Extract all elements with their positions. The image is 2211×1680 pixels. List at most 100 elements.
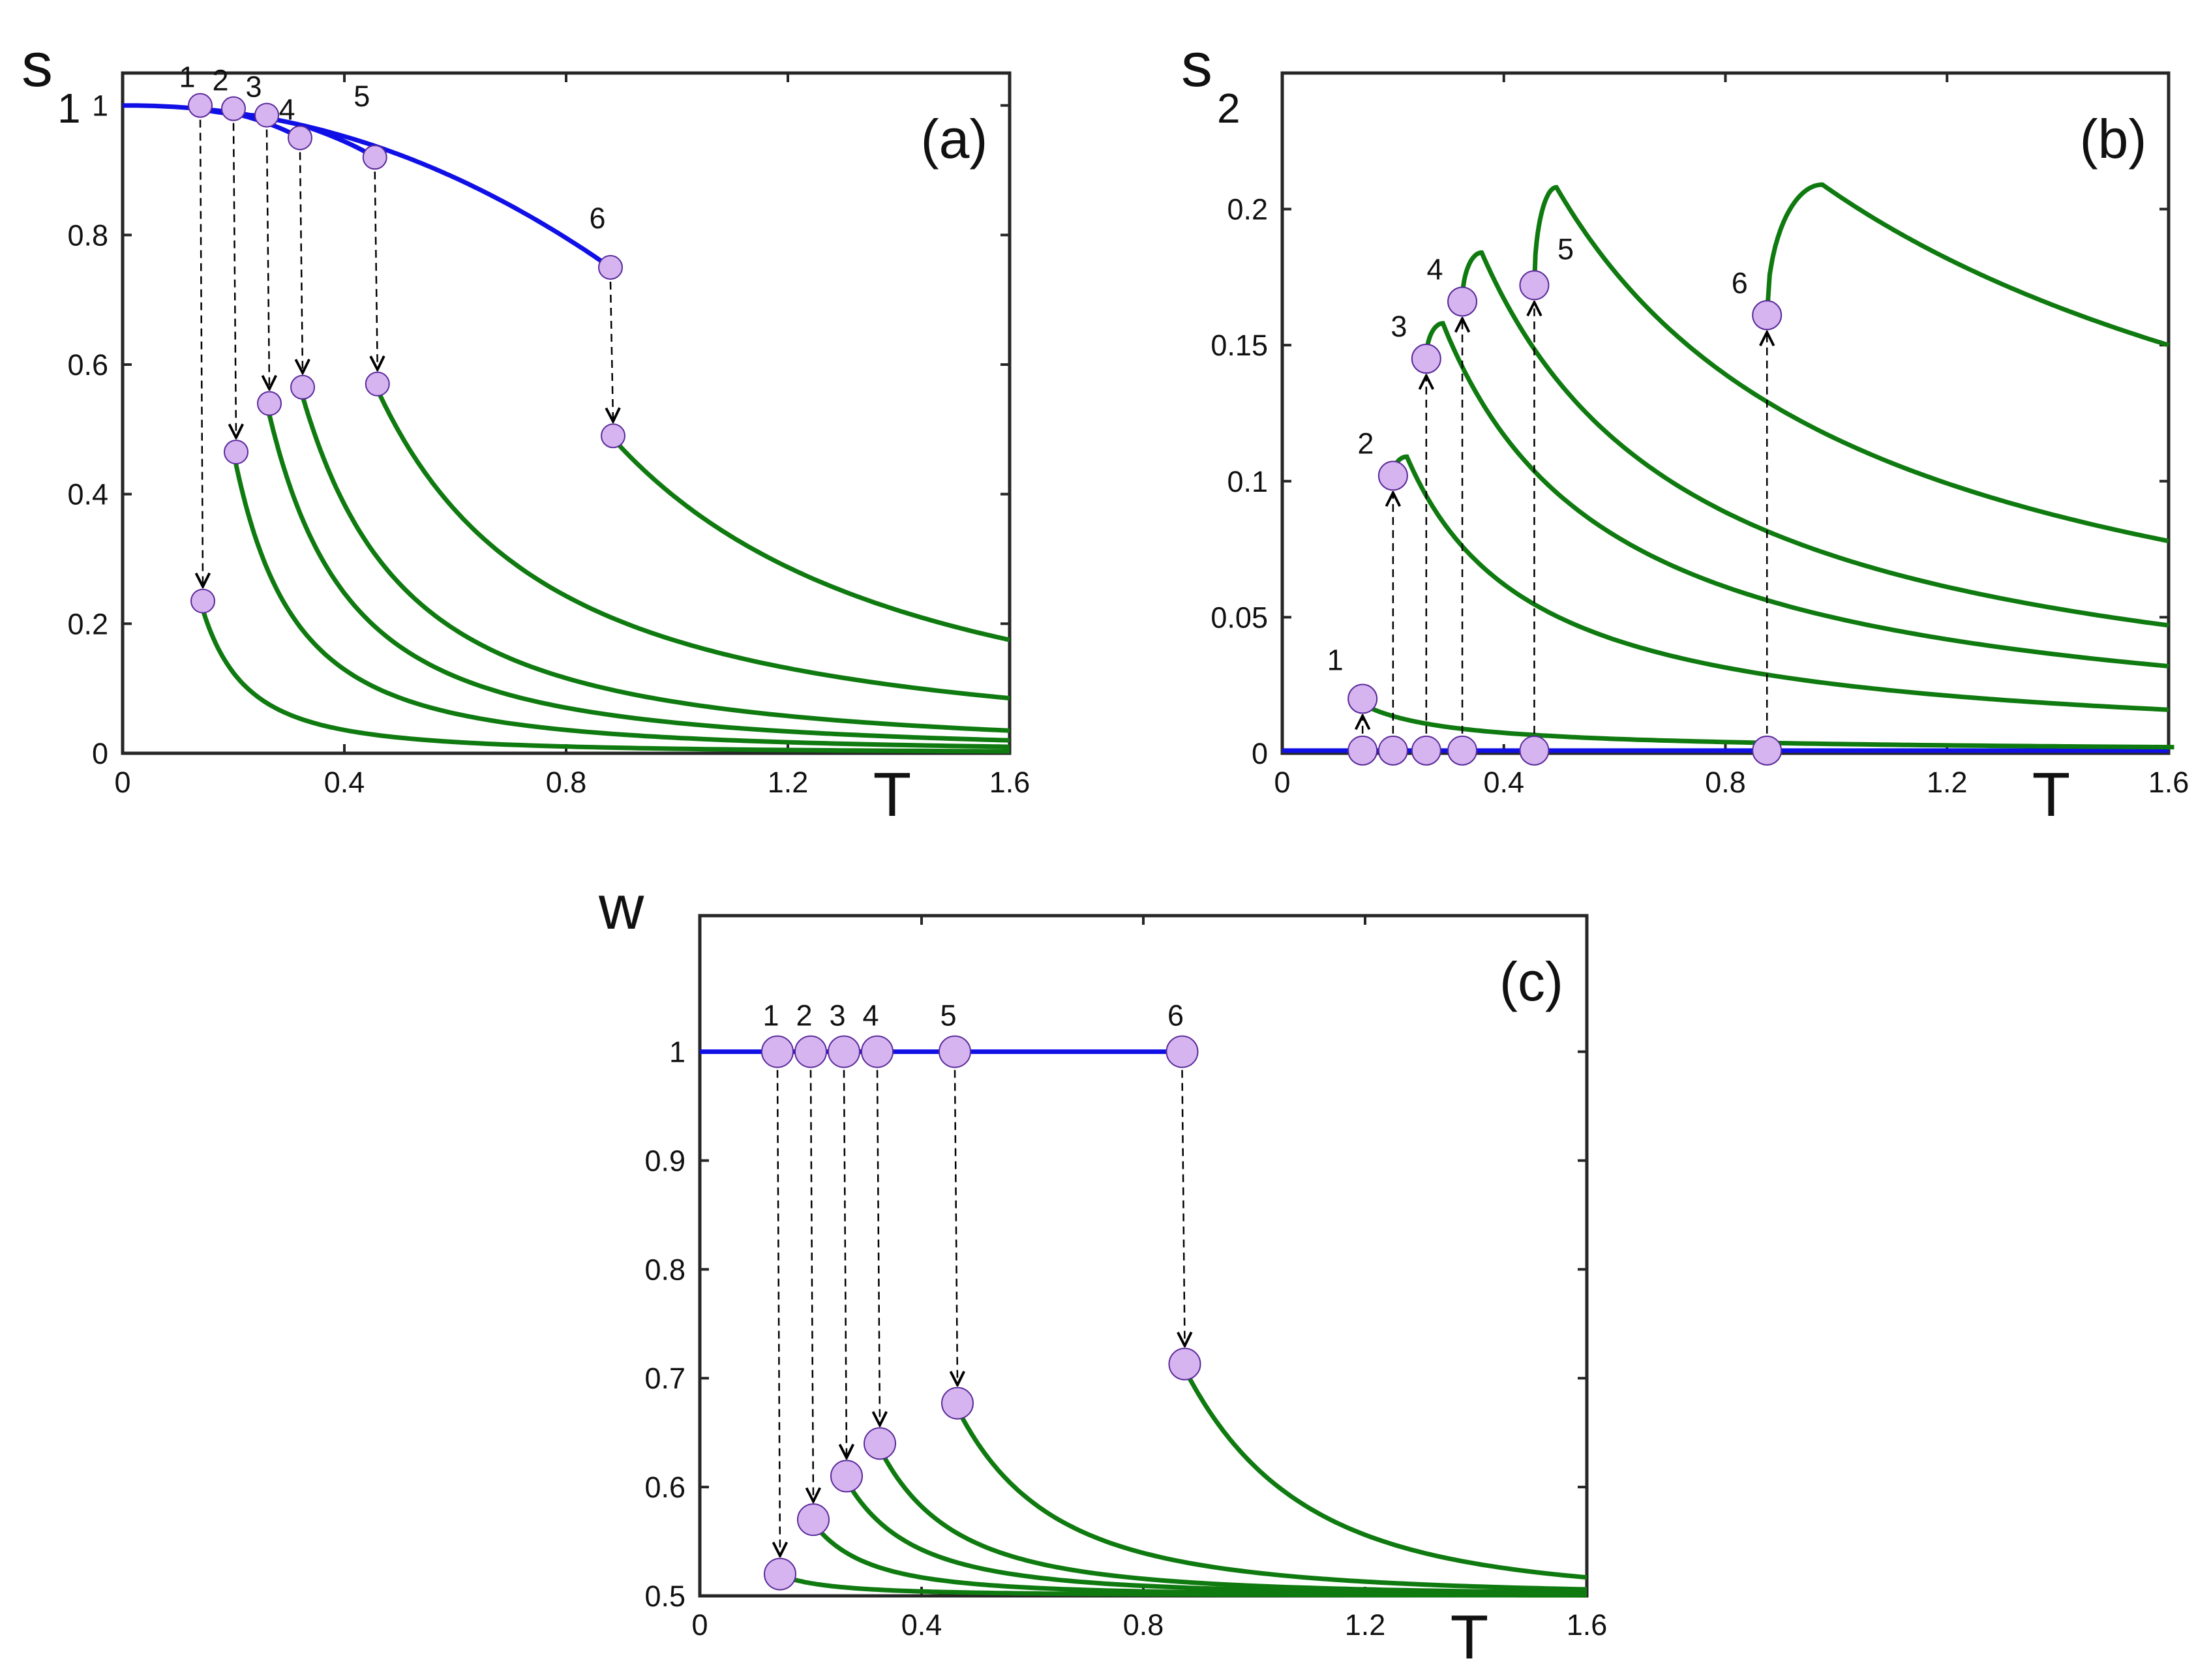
lower-branch-line	[231, 451, 1010, 749]
point-label: 4	[278, 93, 295, 126]
lower-point-marker	[830, 1460, 863, 1493]
lower-branch-line	[264, 402, 1010, 743]
point-label: 4	[862, 999, 879, 1032]
point-label: 5	[940, 999, 956, 1032]
x-axis-label: T	[2032, 760, 2071, 830]
y-tick-label: 0	[92, 737, 108, 770]
lower-point-marker	[601, 423, 625, 449]
upper-branch-line	[1424, 321, 2169, 668]
axes-frame	[121, 71, 1012, 755]
jump-point-marker	[1447, 286, 1478, 317]
upper-branch-line	[1764, 182, 2170, 348]
upper-point-marker	[939, 1035, 971, 1068]
y-tick-label: 1	[92, 89, 108, 123]
lower-point-marker	[797, 1503, 830, 1537]
x-tick-label: 1.6	[2148, 766, 2189, 799]
point-label: 6	[1732, 266, 1748, 299]
y-tick-label: 0.5	[644, 1580, 685, 1613]
upper-branch-line	[123, 103, 612, 269]
lower-point-marker	[190, 588, 215, 614]
point-label: 3	[1391, 310, 1407, 343]
x-tick-label: 0	[114, 766, 130, 799]
y-axis-label: s	[1181, 30, 1212, 100]
point-label: 2	[1357, 427, 1374, 460]
lower-branch-line	[198, 600, 1010, 754]
x-tick-label: 1.6	[989, 766, 1030, 799]
upper-point-marker	[828, 1035, 860, 1068]
x-axis-label: T	[873, 760, 912, 830]
y-axis-label-subscript: 2	[1217, 85, 1241, 132]
baseline-point-marker	[1377, 735, 1408, 766]
jump-arrow	[811, 1070, 813, 1502]
upper-point-marker	[254, 102, 279, 128]
x-tick-label: 0.4	[324, 766, 365, 799]
jump-point-marker	[1347, 683, 1378, 714]
y-tick-label: 0.15	[1211, 329, 1268, 362]
lower-point-marker	[257, 391, 282, 416]
lower-point-marker	[365, 371, 390, 397]
x-axis-label: T	[1451, 1602, 1489, 1672]
jump-arrow	[610, 281, 613, 421]
x-tick-label: 0	[691, 1608, 708, 1642]
x-tick-label: 0.4	[1483, 766, 1524, 799]
x-tick-label: 1.6	[1567, 1608, 1608, 1642]
point-label: 5	[1557, 232, 1574, 265]
lower-point-marker	[941, 1387, 974, 1420]
lower-point-marker	[290, 374, 315, 400]
jump-arrow	[375, 172, 378, 370]
y-tick-label: 1	[669, 1036, 685, 1069]
point-label: 3	[245, 70, 262, 104]
jump-arrow	[1182, 1070, 1185, 1346]
panel-label: (a)	[921, 108, 988, 170]
y-tick-label: 0.8	[67, 218, 108, 252]
point-label: 6	[589, 202, 605, 235]
baseline-point-marker	[1347, 735, 1378, 766]
jump-arrow	[267, 129, 269, 389]
upper-point-marker	[1166, 1035, 1199, 1068]
panel-label: (c)	[1499, 951, 1563, 1012]
x-tick-label: 0.4	[901, 1608, 942, 1642]
upper-branch-line	[1460, 250, 2169, 628]
jump-point-marker	[1411, 344, 1441, 374]
jump-point-marker	[1377, 460, 1408, 491]
x-tick-label: 0.8	[1705, 766, 1746, 799]
jump-point-marker	[1519, 270, 1550, 301]
y-tick-label: 0.9	[644, 1144, 685, 1177]
y-axis-label-subscript: 1	[57, 85, 81, 132]
baseline-point-marker	[1752, 735, 1782, 766]
y-tick-label: 0.6	[67, 348, 108, 382]
lower-point-marker	[224, 440, 248, 465]
y-tick-label: 0.2	[67, 607, 108, 640]
upper-branch-line	[1366, 704, 2174, 750]
point-label: 5	[353, 80, 370, 113]
lower-branch-line	[297, 386, 1010, 733]
jump-arrow	[233, 123, 236, 438]
jump-arrow	[777, 1070, 780, 1556]
upper-point-marker	[761, 1035, 794, 1068]
point-label: 6	[1167, 999, 1184, 1032]
lower-point-marker	[764, 1557, 796, 1591]
y-tick-label: 0.2	[1227, 193, 1268, 226]
x-tick-label: 0.8	[546, 766, 587, 799]
lower-branch-line	[809, 1518, 1587, 1597]
y-tick-label: 0.7	[644, 1362, 685, 1395]
jump-arrow	[844, 1070, 847, 1458]
upper-point-marker	[288, 125, 312, 151]
lower-branch-line	[1180, 1362, 1587, 1580]
point-label: 2	[796, 999, 812, 1032]
jump-arrow	[300, 152, 303, 372]
jump-arrow	[955, 1070, 957, 1385]
panel-label: (b)	[2080, 108, 2147, 170]
jump-arrow	[877, 1070, 880, 1426]
baseline-point-marker	[1519, 735, 1550, 766]
point-label: 1	[762, 999, 779, 1032]
lower-branch-line	[608, 433, 1010, 642]
y-axis-label: s	[22, 30, 53, 100]
point-label: 3	[829, 999, 845, 1032]
lower-point-marker	[1168, 1347, 1201, 1381]
x-tick-label: 1.2	[1927, 766, 1968, 799]
y-axis-label: w	[598, 873, 644, 942]
upper-point-marker	[794, 1035, 827, 1068]
